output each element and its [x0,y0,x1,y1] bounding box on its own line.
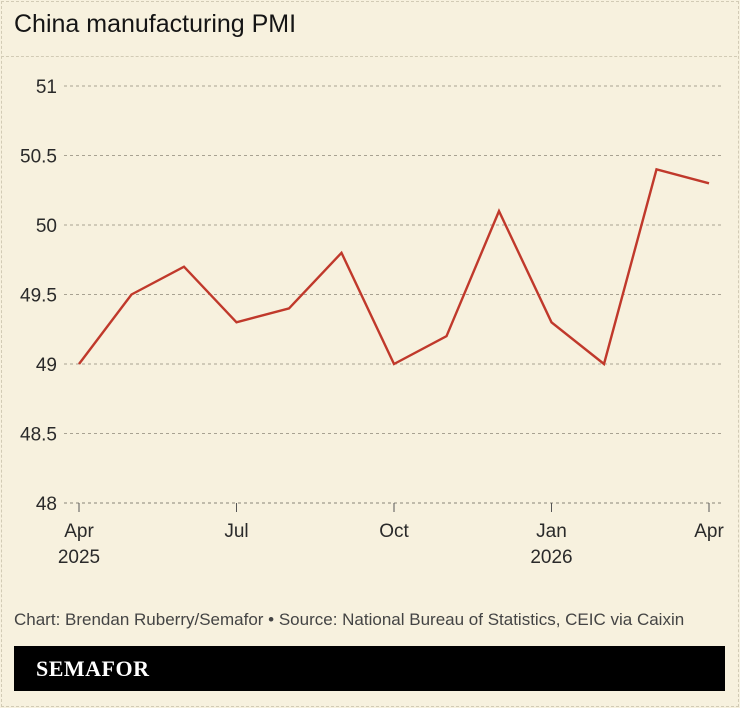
x-tick-label: Apr [64,521,94,542]
y-tick-label: 50 [36,216,57,237]
x-tick-label: Jul [224,521,248,542]
chart-credit: Chart: Brendan Ruberry/Semafor • Source:… [14,610,685,629]
x-tick-label: Oct [379,521,409,542]
line-chart: 48 48.5 49 49.5 50 50.5 51 Apr 2025 Jul Oct Jan 2026… [20,77,724,568]
y-tick-label: 48.5 [20,425,57,446]
brand-bar: SEMAFOR [14,646,725,691]
x-tick-label: Jan [536,521,567,542]
x-tick-year-label: 2025 [58,547,100,568]
title-divider [1,56,737,57]
x-tick-label: Apr [694,521,724,542]
y-tick-label: 50.5 [20,147,57,168]
y-tick-label: 51 [36,77,57,98]
y-tick-label: 49.5 [20,286,57,307]
chart-title: China manufacturing PMI [14,10,297,38]
y-tick-label: 48 [36,494,57,515]
x-tick-year-label: 2026 [530,547,572,568]
brand-logo: SEMAFOR [36,656,150,681]
y-tick-label: 49 [36,355,57,376]
pmi-series-line [78,167,710,367]
